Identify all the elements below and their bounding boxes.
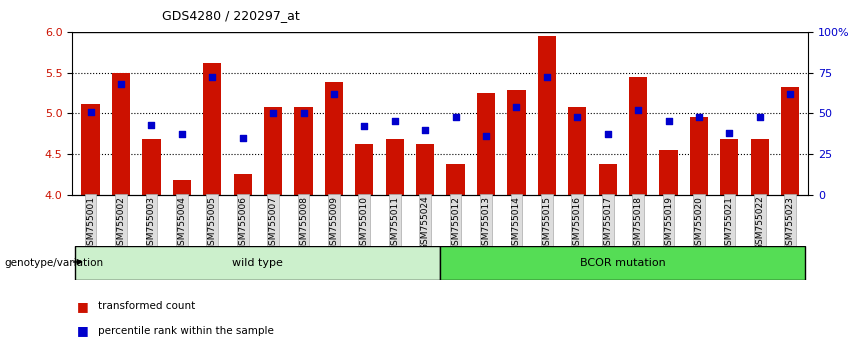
- Text: GSM755011: GSM755011: [391, 196, 399, 251]
- Bar: [538, 36, 556, 195]
- Bar: [690, 118, 708, 195]
- Bar: [660, 150, 677, 195]
- Point: [388, 119, 402, 124]
- Bar: [568, 107, 586, 195]
- Point: [479, 133, 493, 139]
- Bar: [447, 164, 465, 195]
- Bar: [598, 164, 617, 195]
- Text: GSM755003: GSM755003: [147, 196, 156, 251]
- Text: GSM755002: GSM755002: [117, 196, 125, 251]
- Bar: [629, 76, 648, 195]
- Point: [419, 127, 432, 132]
- Bar: [355, 144, 374, 195]
- Point: [662, 119, 676, 124]
- Point: [266, 110, 280, 116]
- Point: [83, 109, 97, 114]
- Bar: [173, 180, 191, 195]
- Bar: [82, 103, 100, 195]
- Bar: [507, 91, 526, 195]
- Text: GSM755020: GSM755020: [694, 196, 704, 251]
- Text: GSM755014: GSM755014: [512, 196, 521, 251]
- Point: [448, 114, 462, 119]
- Bar: [294, 107, 312, 195]
- Text: GSM755004: GSM755004: [177, 196, 186, 251]
- Text: GSM755009: GSM755009: [329, 196, 339, 251]
- Text: GSM755010: GSM755010: [360, 196, 368, 251]
- Bar: [720, 139, 739, 195]
- Text: GSM755001: GSM755001: [86, 196, 95, 251]
- Text: GSM755007: GSM755007: [269, 196, 277, 251]
- Text: GSM755023: GSM755023: [785, 196, 795, 251]
- Text: GSM755019: GSM755019: [664, 196, 673, 251]
- Bar: [142, 139, 161, 195]
- Text: GSM755008: GSM755008: [299, 196, 308, 251]
- Point: [327, 91, 340, 97]
- Bar: [264, 107, 283, 195]
- Text: GSM755015: GSM755015: [542, 196, 551, 251]
- Point: [145, 122, 158, 127]
- Point: [357, 124, 371, 129]
- Bar: [203, 63, 221, 195]
- Point: [297, 110, 311, 116]
- Text: percentile rank within the sample: percentile rank within the sample: [98, 326, 274, 336]
- Point: [114, 81, 128, 87]
- Point: [540, 75, 554, 80]
- Bar: [751, 139, 769, 195]
- Text: GSM755006: GSM755006: [238, 196, 247, 251]
- Point: [692, 114, 705, 119]
- Text: GSM755022: GSM755022: [756, 196, 764, 250]
- Point: [175, 132, 189, 137]
- Text: GSM755024: GSM755024: [420, 196, 430, 250]
- Text: genotype/variation: genotype/variation: [4, 258, 103, 268]
- Text: GSM755018: GSM755018: [634, 196, 643, 251]
- FancyBboxPatch shape: [440, 246, 805, 280]
- Text: GDS4280 / 220297_at: GDS4280 / 220297_at: [162, 9, 300, 22]
- Text: GSM755005: GSM755005: [208, 196, 217, 251]
- Text: GSM755021: GSM755021: [725, 196, 734, 251]
- Bar: [325, 82, 343, 195]
- Point: [631, 107, 645, 113]
- Text: GSM755016: GSM755016: [573, 196, 582, 251]
- Bar: [416, 144, 434, 195]
- Point: [784, 91, 797, 97]
- Text: transformed count: transformed count: [98, 301, 195, 311]
- Point: [570, 114, 584, 119]
- Text: ■: ■: [77, 325, 89, 337]
- FancyBboxPatch shape: [76, 246, 440, 280]
- Text: GSM755017: GSM755017: [603, 196, 612, 251]
- Bar: [111, 73, 130, 195]
- Text: wild type: wild type: [232, 258, 283, 268]
- Point: [236, 135, 249, 141]
- Point: [601, 132, 614, 137]
- Bar: [781, 87, 799, 195]
- Bar: [233, 175, 252, 195]
- Text: GSM755013: GSM755013: [482, 196, 490, 251]
- Point: [510, 104, 523, 110]
- Bar: [386, 139, 404, 195]
- Bar: [477, 93, 495, 195]
- Point: [753, 114, 767, 119]
- Point: [722, 130, 736, 136]
- Text: BCOR mutation: BCOR mutation: [580, 258, 665, 268]
- Text: GSM755012: GSM755012: [451, 196, 460, 251]
- Text: ■: ■: [77, 300, 89, 313]
- Point: [205, 75, 219, 80]
